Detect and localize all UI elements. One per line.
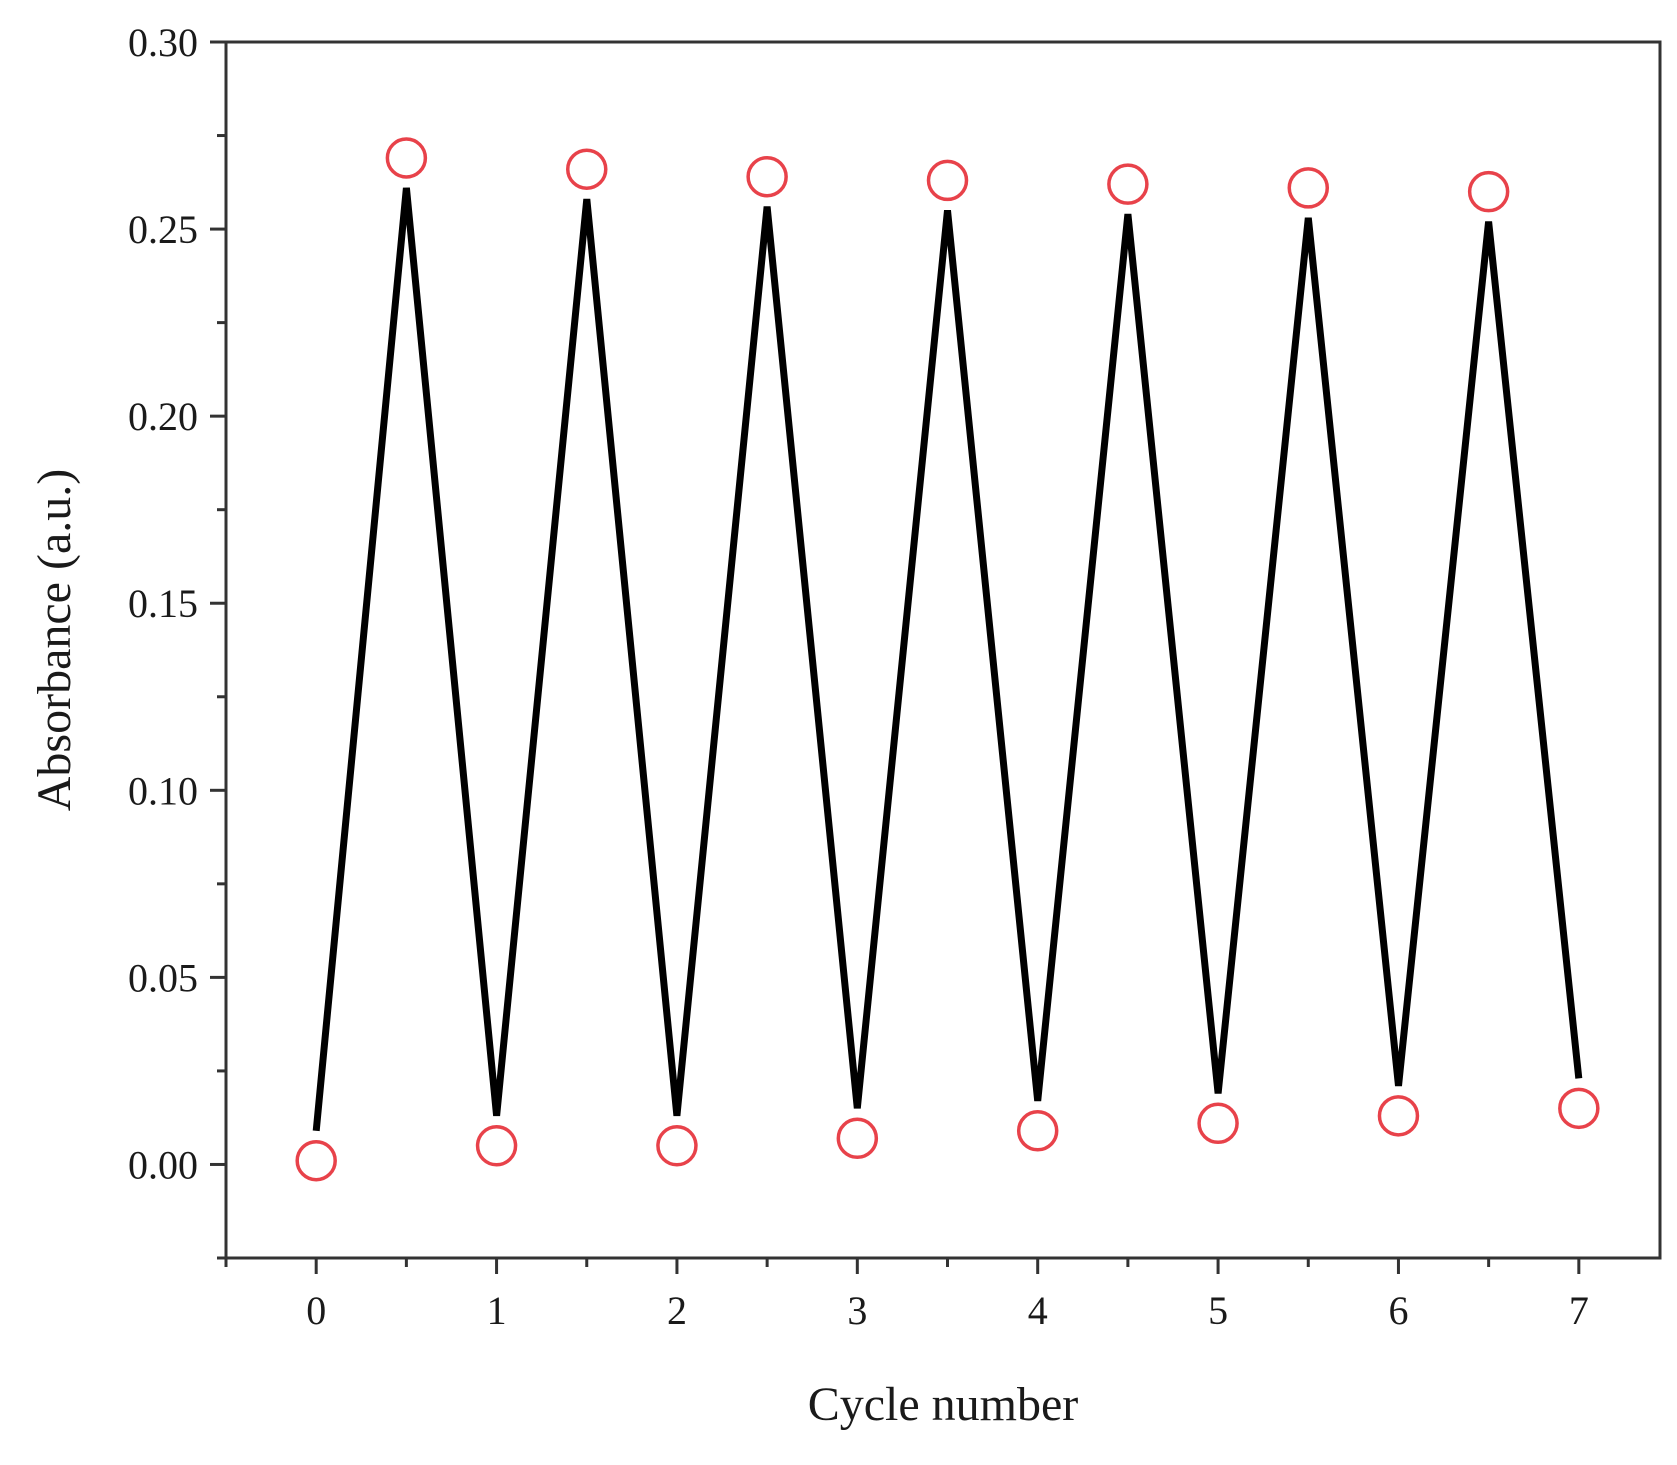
data-point-marker (746, 155, 788, 198)
data-point-marker (475, 1125, 518, 1167)
x-tick-label: 3 (847, 1288, 867, 1333)
y-tick-label: 0.15 (128, 581, 198, 626)
x-axis-title: Cycle number (808, 1378, 1079, 1431)
y-tick-label: 0.05 (128, 955, 198, 1000)
x-tick-label: 7 (1569, 1288, 1589, 1333)
series-line (312, 187, 1583, 1132)
data-point-marker (295, 1139, 337, 1182)
data-point-marker (1197, 1102, 1239, 1145)
data-point-marker (1287, 167, 1330, 209)
x-tick-label: 4 (1028, 1288, 1048, 1333)
data-point-marker (566, 148, 608, 190)
data-point-marker (836, 1117, 879, 1160)
x-tick-label: 5 (1208, 1288, 1228, 1333)
y-tick-label: 0.10 (128, 768, 198, 813)
y-tick-label: 0.00 (128, 1142, 198, 1187)
y-axis-title: Absorbance (a.u.) (28, 469, 81, 812)
x-tick-label: 6 (1388, 1288, 1408, 1333)
y-tick-label: 0.25 (128, 207, 198, 252)
data-point-marker (1107, 163, 1149, 205)
plot-frame (224, 40, 1662, 1260)
axes-layer: 0.00 0.05 0.10 0.15 0.20 0.25 0.30 0 1 2 3 4 5 6 7 (128, 20, 1589, 1333)
data-point-marker (926, 159, 969, 202)
data-point-marker (385, 137, 428, 179)
plot-area (224, 40, 1662, 1260)
x-tick-label: 0 (306, 1288, 326, 1333)
series-layer (295, 137, 1600, 1182)
y-tick-label: 0.20 (128, 394, 198, 439)
data-point-marker (1558, 1087, 1600, 1130)
data-point-marker (1016, 1110, 1059, 1152)
data-point-marker (656, 1125, 698, 1167)
data-point-marker (1467, 170, 1510, 213)
x-tick-label: 2 (667, 1288, 687, 1333)
y-tick-label: 0.30 (128, 20, 198, 65)
x-tick-label: 1 (487, 1288, 507, 1333)
data-point-marker (1377, 1095, 1420, 1137)
